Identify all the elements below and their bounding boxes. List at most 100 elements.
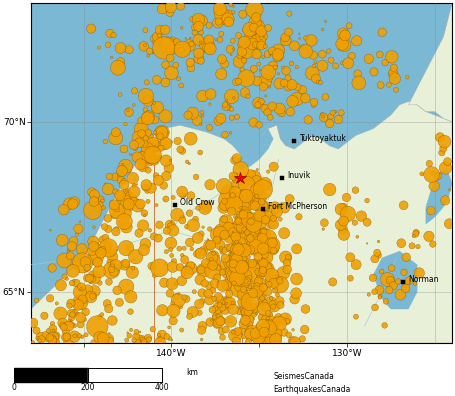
Point: [57, 310, 64, 317]
Point: [228, 114, 235, 121]
Point: [154, 104, 161, 110]
Point: [223, 282, 230, 288]
Point: [162, 173, 170, 179]
Point: [105, 42, 112, 48]
Point: [205, 44, 212, 51]
Point: [305, 47, 312, 53]
Point: [156, 32, 163, 38]
Point: [236, 262, 243, 268]
Point: [251, 31, 258, 38]
Point: [77, 321, 84, 327]
Point: [248, 278, 255, 284]
Point: [60, 206, 67, 213]
Point: [131, 188, 138, 195]
Point: [214, 305, 222, 311]
Point: [202, 260, 209, 267]
Point: [224, 244, 231, 250]
Point: [145, 129, 152, 136]
Point: [117, 220, 125, 227]
Point: [186, 160, 193, 167]
Point: [165, 165, 172, 171]
Point: [215, 294, 222, 300]
Text: km: km: [187, 368, 198, 377]
Point: [116, 192, 124, 198]
Point: [69, 268, 76, 274]
Point: [106, 338, 113, 345]
Point: [250, 25, 258, 31]
Point: [272, 336, 279, 343]
Point: [229, 300, 236, 306]
Point: [253, 198, 260, 205]
Point: [177, 303, 184, 310]
Point: [179, 217, 186, 224]
Point: [175, 76, 182, 82]
Point: [223, 97, 230, 103]
Point: [168, 139, 175, 145]
Point: [163, 248, 170, 255]
Point: [124, 329, 131, 336]
Point: [52, 333, 60, 339]
Point: [235, 218, 242, 224]
Point: [163, 228, 170, 234]
Point: [105, 245, 112, 251]
Point: [147, 160, 154, 166]
Point: [215, 118, 222, 124]
Point: [84, 265, 91, 271]
Point: [97, 250, 105, 256]
Point: [255, 190, 263, 197]
Point: [149, 140, 157, 146]
Point: [156, 222, 163, 228]
Point: [219, 283, 227, 289]
Point: [259, 267, 267, 273]
Point: [50, 337, 57, 343]
Point: [155, 235, 162, 241]
Point: [233, 268, 240, 274]
Point: [243, 247, 250, 253]
Point: [320, 114, 327, 120]
Point: [195, 17, 202, 23]
Point: [285, 331, 293, 338]
Point: [158, 129, 166, 135]
Point: [71, 322, 78, 329]
Point: [217, 246, 224, 253]
Point: [426, 160, 433, 167]
Point: [266, 279, 273, 285]
Point: [166, 335, 173, 342]
Point: [233, 198, 240, 205]
Point: [201, 280, 208, 287]
Point: [253, 310, 260, 317]
Point: [162, 260, 169, 267]
Point: [264, 320, 272, 327]
Point: [260, 84, 267, 90]
Point: [79, 296, 86, 303]
Point: [254, 101, 262, 108]
Point: [389, 71, 397, 77]
Point: [239, 269, 247, 275]
Polygon shape: [233, 129, 273, 169]
Point: [157, 154, 164, 160]
Point: [255, 61, 263, 67]
Point: [246, 299, 253, 305]
Point: [276, 278, 283, 284]
Point: [127, 327, 135, 333]
Point: [170, 194, 177, 201]
Point: [233, 338, 240, 344]
Point: [253, 227, 261, 234]
Text: 200: 200: [81, 383, 95, 392]
Point: [248, 199, 256, 205]
Point: [260, 228, 268, 235]
Point: [219, 334, 226, 341]
Point: [82, 309, 89, 315]
Point: [264, 236, 271, 242]
Polygon shape: [408, 3, 452, 122]
Point: [243, 212, 250, 219]
Point: [365, 55, 373, 62]
Point: [91, 198, 98, 205]
Point: [446, 187, 453, 193]
Point: [146, 227, 153, 234]
Point: [234, 196, 242, 202]
Point: [73, 231, 81, 238]
Point: [191, 288, 198, 295]
Point: [164, 41, 171, 48]
Point: [109, 200, 116, 206]
